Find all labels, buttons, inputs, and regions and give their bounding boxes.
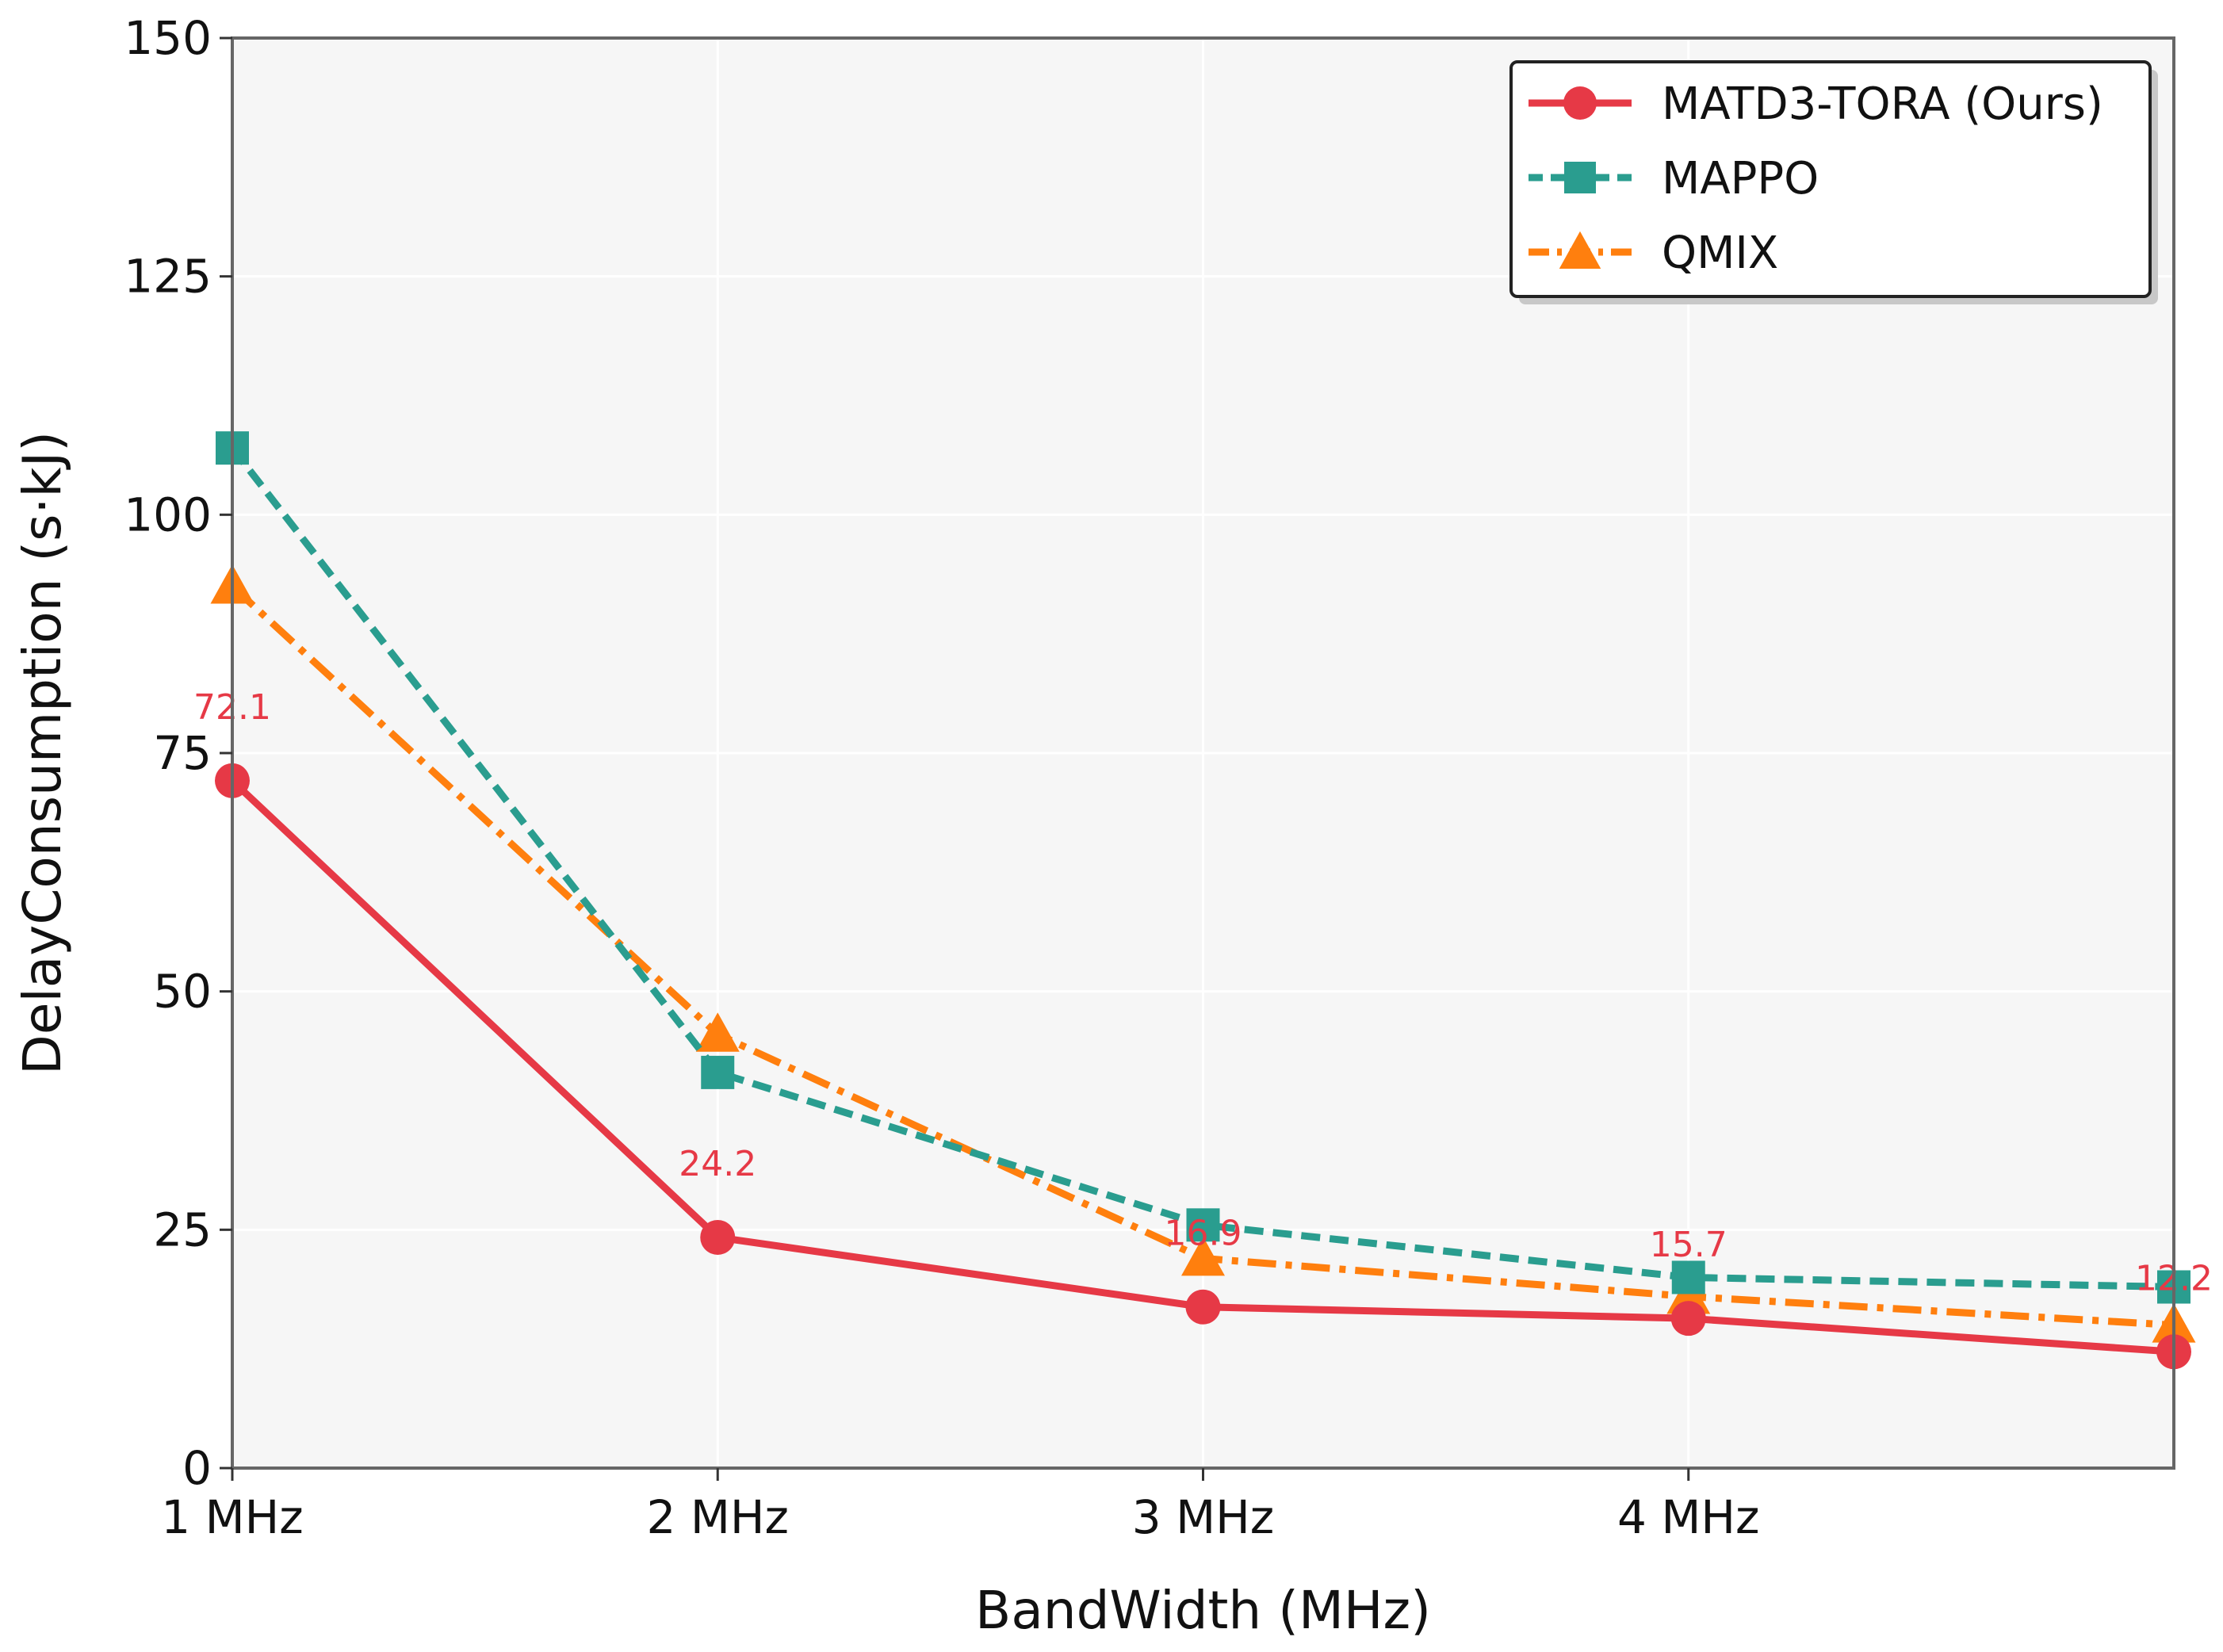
x-tick-label: 1 MHz bbox=[161, 1490, 303, 1544]
legend-marker bbox=[1563, 86, 1597, 120]
data-point-marker bbox=[1670, 1301, 1706, 1337]
data-point-marker bbox=[695, 1012, 740, 1052]
y-tick-label: 125 bbox=[124, 250, 212, 304]
legend-marker bbox=[1564, 162, 1596, 193]
y-tick-label: 100 bbox=[124, 488, 212, 541]
y-tick-label: 0 bbox=[182, 1441, 212, 1495]
x-axis-title: BandWidth (MHz) bbox=[975, 1580, 1431, 1641]
axes: 0 25 50 75 100 125 150 1 MHz 2 MHz 3 MHz 4 MHz bbox=[124, 11, 1759, 1544]
data-label: 15.7 bbox=[1650, 1225, 1728, 1265]
series-triangle bbox=[210, 564, 2196, 1343]
data-point-marker bbox=[1671, 1260, 1705, 1294]
y-axis-title: DelayConsumption (s·kJ) bbox=[12, 431, 73, 1075]
data-point-marker bbox=[700, 1219, 736, 1255]
legend-label: QMIX bbox=[1662, 228, 1778, 279]
data-point-marker bbox=[701, 1055, 735, 1089]
y-tick-label: 50 bbox=[153, 965, 212, 1019]
y-tick-label: 25 bbox=[153, 1203, 212, 1256]
data-point-marker bbox=[1181, 1236, 1225, 1276]
data-point-marker bbox=[1185, 1289, 1221, 1325]
data-label: 24.2 bbox=[679, 1144, 756, 1184]
data-point-marker bbox=[1186, 1208, 1220, 1242]
data-point-marker bbox=[1666, 1275, 1711, 1314]
legend-marker bbox=[1559, 231, 1601, 269]
legend-box bbox=[1509, 60, 2152, 298]
x-tick-label: 4 MHz bbox=[1617, 1490, 1759, 1544]
legend-label: MATD3-TORA (Ours) bbox=[1662, 78, 2103, 130]
legend-label: MAPPO bbox=[1662, 153, 1819, 205]
x-tick-label: 3 MHz bbox=[1132, 1490, 1274, 1544]
y-tick-label: 75 bbox=[153, 726, 212, 780]
series-group bbox=[210, 431, 2196, 1370]
y-tick-label: 150 bbox=[124, 11, 212, 65]
series-square bbox=[216, 431, 2190, 1304]
legend: MATD3-TORA (Ours) MAPPO QMIX bbox=[1509, 60, 2158, 304]
x-tick-label: 2 MHz bbox=[647, 1490, 789, 1544]
data-label: 16.9 bbox=[1165, 1214, 1242, 1254]
